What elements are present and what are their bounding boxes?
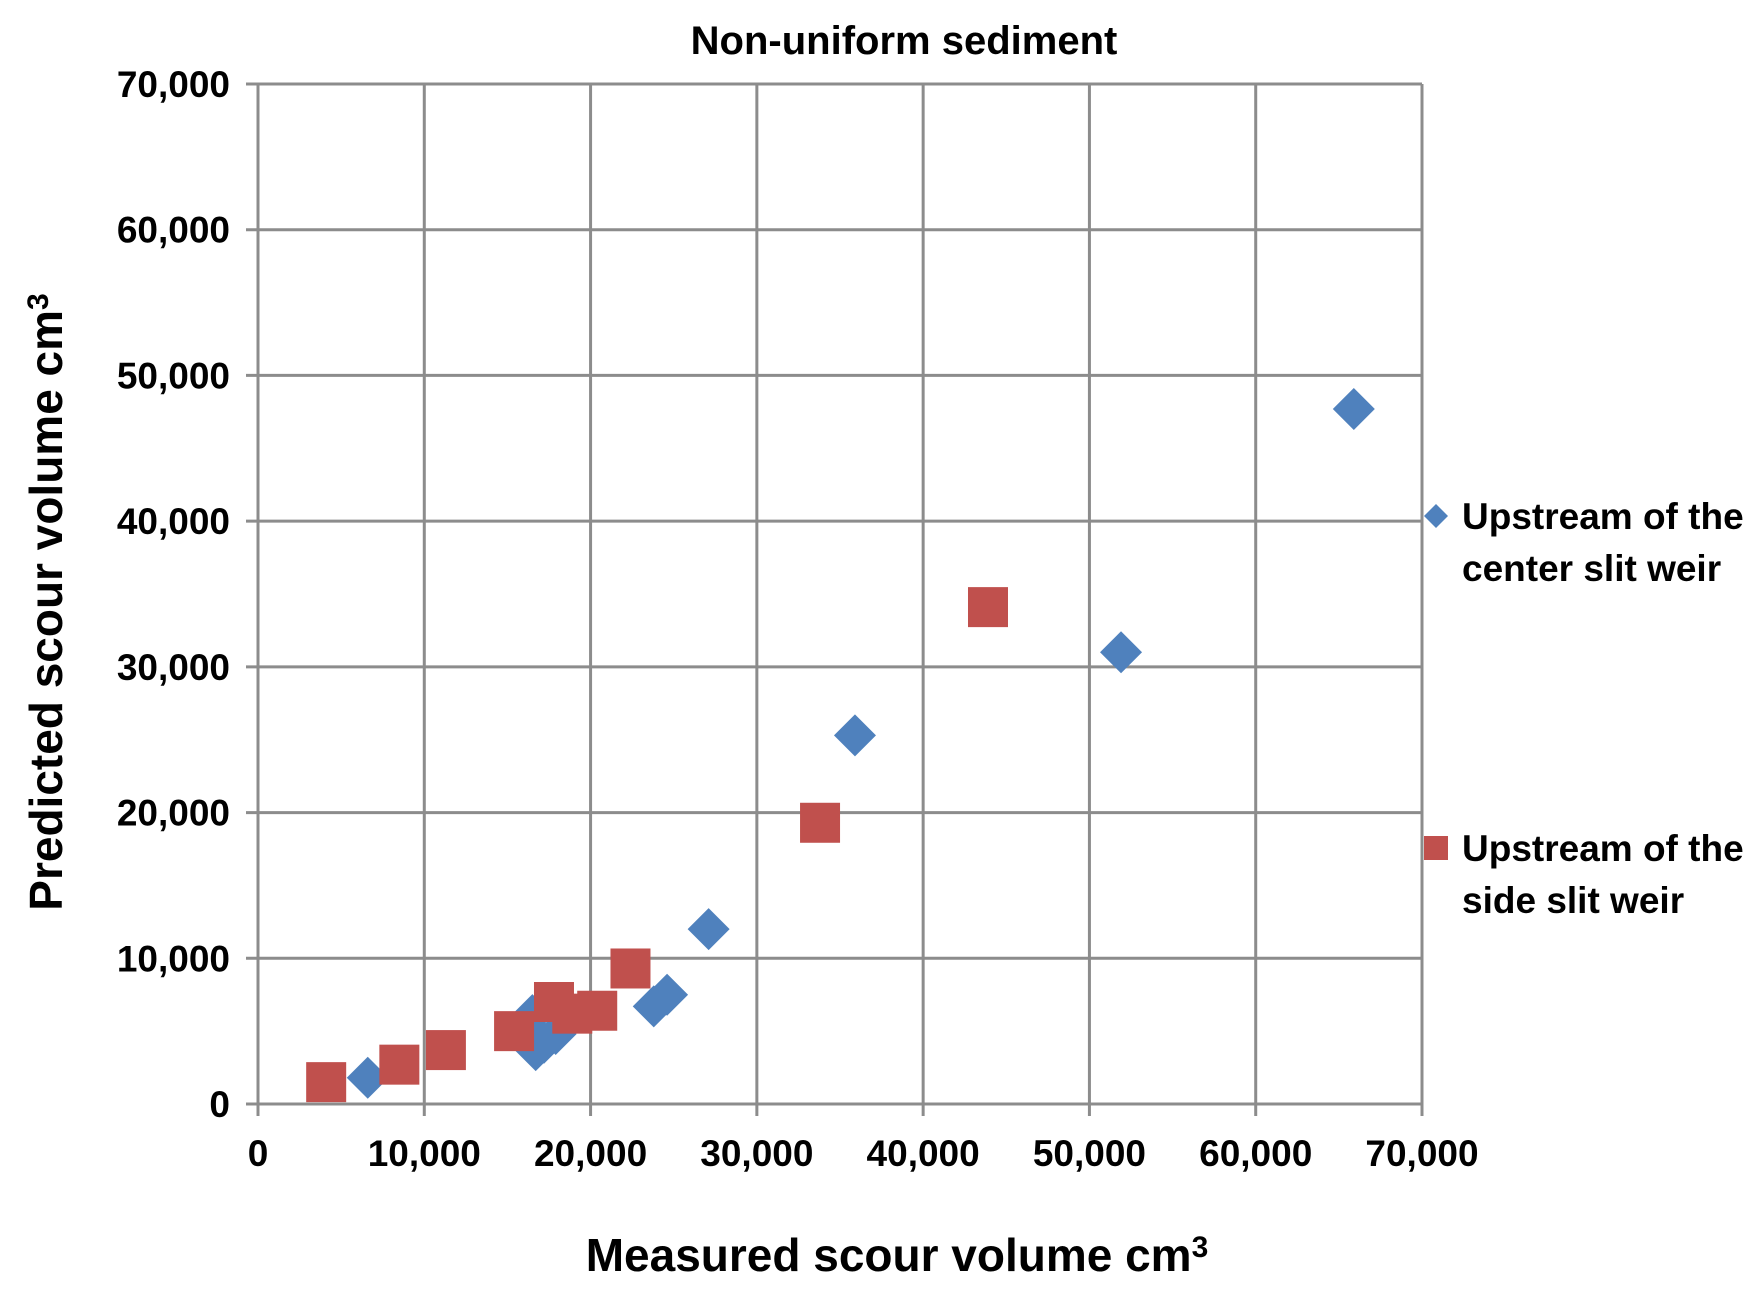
y-tick-label: 30,000 — [117, 647, 230, 688]
legend-label: Upstream of the center slit weir — [1462, 496, 1744, 589]
center-slit-weir-point — [1332, 387, 1375, 430]
y-tick-label: 50,000 — [117, 355, 230, 396]
gridlines — [246, 82, 1424, 1116]
chart-title: Non-uniform sediment — [691, 19, 1118, 63]
x-tick-label: 60,000 — [1199, 1133, 1312, 1174]
data-points — [306, 387, 1375, 1103]
center-slit-weir-point — [1100, 631, 1143, 674]
side-slit-weir-point — [306, 1062, 347, 1103]
side-slit-weir-point — [494, 1011, 535, 1052]
center-slit-weir-point — [687, 908, 730, 951]
y-axis-title: Predicted scour volume cm3 — [20, 293, 72, 910]
y-axis-title-superscript: 3 — [22, 293, 55, 310]
y-tick-label: 70,000 — [117, 64, 230, 105]
x-tick-label: 0 — [248, 1133, 269, 1174]
legend-label: Upstream of the side slit weir — [1462, 828, 1744, 921]
y-tick-label: 40,000 — [117, 501, 230, 542]
y-tick-label: 10,000 — [117, 938, 230, 979]
legend-label-line: Upstream of the — [1462, 828, 1744, 869]
legend-label-line: Upstream of the — [1462, 496, 1744, 537]
x-axis-title-text: Measured scour volume cm — [586, 1229, 1192, 1281]
legend-marker-center-slit-weir — [1424, 504, 1448, 528]
x-tick-label: 70,000 — [1365, 1133, 1478, 1174]
side-slit-weir-point — [425, 1030, 466, 1071]
x-axis-title-superscript: 3 — [1192, 1231, 1209, 1264]
y-tick-label: 0 — [209, 1084, 230, 1125]
side-slit-weir-point — [577, 990, 618, 1031]
x-axis-title: Measured scour volume cm3 — [586, 1229, 1209, 1281]
x-tick-label: 30,000 — [700, 1133, 813, 1174]
legend-label-line: center slit weir — [1462, 548, 1721, 589]
side-slit-weir-point — [800, 802, 841, 843]
x-tick-label: 40,000 — [867, 1133, 980, 1174]
side-slit-weir-point — [967, 587, 1008, 628]
legend: Upstream of the center slit weirUpstream … — [1424, 496, 1744, 921]
side-slit-weir-point — [379, 1044, 420, 1085]
y-tick-label: 60,000 — [117, 210, 230, 251]
tick-labels: 0 10,000 20,000 30,000 40,000 50,000 60,000 70,… — [117, 64, 1479, 1174]
x-tick-label: 20,000 — [534, 1133, 647, 1174]
x-tick-label: 10,000 — [368, 1133, 481, 1174]
y-axis-title-text: Predicted scour volume cm — [20, 310, 72, 911]
center-slit-weir-point — [346, 1056, 389, 1099]
center-slit-weir-point — [833, 714, 876, 757]
legend-marker-side-slit-weir — [1424, 836, 1448, 860]
y-tick-label: 20,000 — [117, 793, 230, 834]
legend-label-line: side slit weir — [1462, 880, 1684, 921]
x-tick-label: 50,000 — [1033, 1133, 1146, 1174]
side-slit-weir-point — [610, 948, 651, 989]
center-slit-weir-point — [646, 973, 689, 1016]
